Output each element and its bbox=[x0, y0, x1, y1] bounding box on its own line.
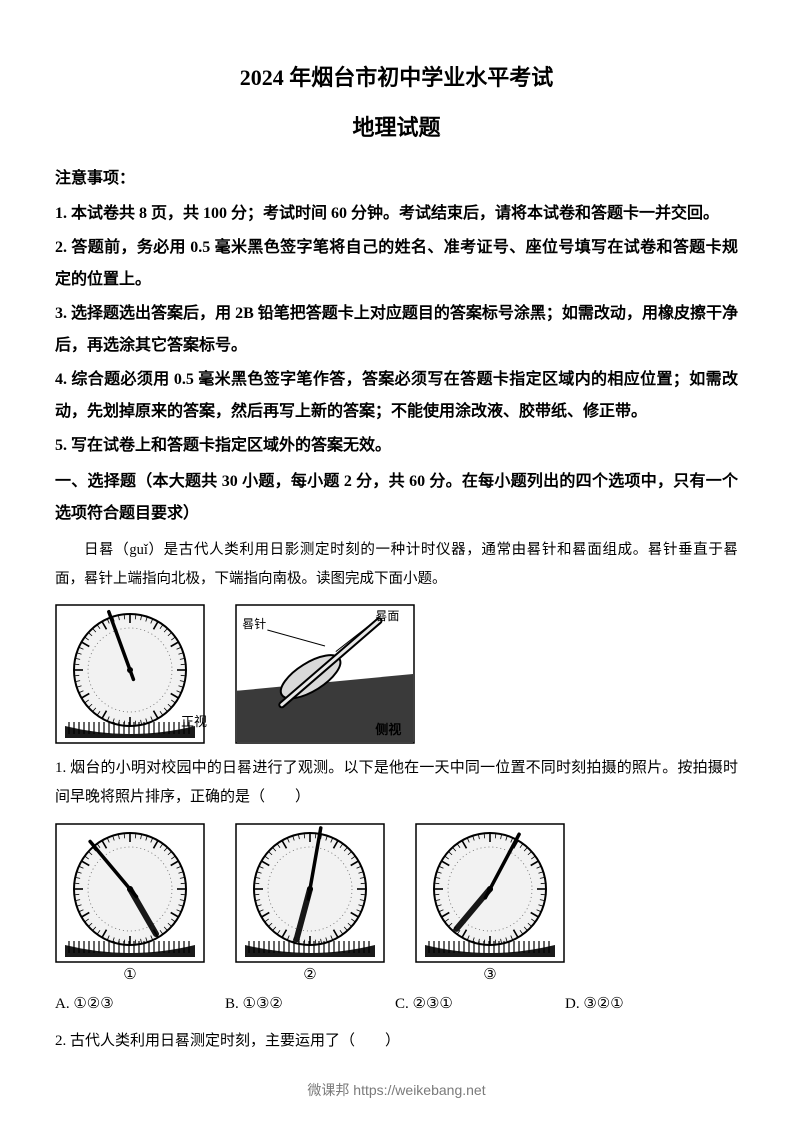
instruction-3: 3. 选择题选出答案后，用 2B 铅笔把答题卡上对应题目的答案标号涂黑；如需改动… bbox=[55, 298, 738, 362]
opt-text: ①②③ bbox=[73, 996, 113, 1012]
title-sub: 地理试题 bbox=[55, 110, 738, 142]
title-main: 2024 年烟台市初中学业水平考试 bbox=[55, 60, 738, 92]
sundial-icon bbox=[415, 823, 565, 963]
q1-fig-2: ② bbox=[235, 823, 385, 984]
opt-text: ②③① bbox=[413, 996, 453, 1012]
opt-key: D bbox=[565, 996, 576, 1012]
intro-figure-row: 正视 晷面晷针侧视 bbox=[55, 604, 738, 744]
opt-key: C bbox=[395, 996, 405, 1012]
opt-text: ①③② bbox=[243, 996, 283, 1012]
intro-fig-front: 正视 bbox=[55, 604, 205, 744]
passage-1: 日晷（guǐ）是古代人类利用日影测定时刻的一种计时仪器，通常由晷针和晷面组成。晷… bbox=[55, 536, 738, 594]
q2-stem: 2. 古代人类利用日晷测定时刻，主要运用了（ ） bbox=[55, 1027, 738, 1056]
sundial-icon bbox=[55, 823, 205, 963]
section-1-heading: 一、选择题（本大题共 30 小题，每小题 2 分，共 60 分。在每小题列出的四… bbox=[55, 466, 738, 530]
instruction-1: 1. 本试卷共 8 页，共 100 分；考试时间 60 分钟。考试结束后，请将本… bbox=[55, 198, 738, 230]
q1-option-b: B. ①③② bbox=[225, 994, 355, 1013]
q1-fig-3-label: ③ bbox=[483, 965, 496, 984]
q1-figures: ① ② ③ bbox=[55, 823, 738, 984]
intro-fig-front-label: 正视 bbox=[181, 711, 207, 730]
svg-text:晷面: 晷面 bbox=[375, 609, 399, 623]
q1-fig-1-label: ① bbox=[123, 965, 136, 984]
opt-key: A bbox=[55, 996, 66, 1012]
notice-heading: 注意事项： bbox=[55, 164, 738, 188]
instruction-4: 4. 综合题必须用 0.5 毫米黑色签字笔作答，答案必须写在答题卡指定区域内的相… bbox=[55, 364, 738, 428]
q1-fig-3: ③ bbox=[415, 823, 565, 984]
sundial-side-icon: 晷面晷针侧视 bbox=[235, 604, 415, 744]
intro-fig-side: 晷面晷针侧视 bbox=[235, 604, 415, 744]
svg-text:晷针: 晷针 bbox=[242, 616, 266, 631]
opt-key: B bbox=[225, 996, 235, 1012]
opt-text: ③②① bbox=[583, 996, 623, 1012]
page-footer: 微课邦 https://weikebang.net bbox=[0, 1080, 793, 1100]
q1-fig-1: ① bbox=[55, 823, 205, 984]
instruction-2: 2. 答题前，务必用 0.5 毫米黑色签字笔将自己的姓名、准考证号、座位号填写在… bbox=[55, 232, 738, 296]
q1-option-c: C. ②③① bbox=[395, 994, 525, 1013]
instruction-5: 5. 写在试卷上和答题卡指定区域外的答案无效。 bbox=[55, 430, 738, 462]
svg-text:侧视: 侧视 bbox=[375, 722, 401, 737]
q1-fig-2-label: ② bbox=[303, 965, 316, 984]
q1-options: A. ①②③ B. ①③② C. ②③① D. ③②① bbox=[55, 994, 738, 1013]
sundial-icon bbox=[235, 823, 385, 963]
q1-option-a: A. ①②③ bbox=[55, 994, 185, 1013]
q1-option-d: D. ③②① bbox=[565, 994, 695, 1013]
q1-stem: 1. 烟台的小明对校园中的日晷进行了观测。以下是他在一天中同一位置不同时刻拍摄的… bbox=[55, 754, 738, 813]
exam-page: 2024 年烟台市初中学业水平考试 地理试题 注意事项： 1. 本试卷共 8 页… bbox=[0, 0, 793, 1122]
